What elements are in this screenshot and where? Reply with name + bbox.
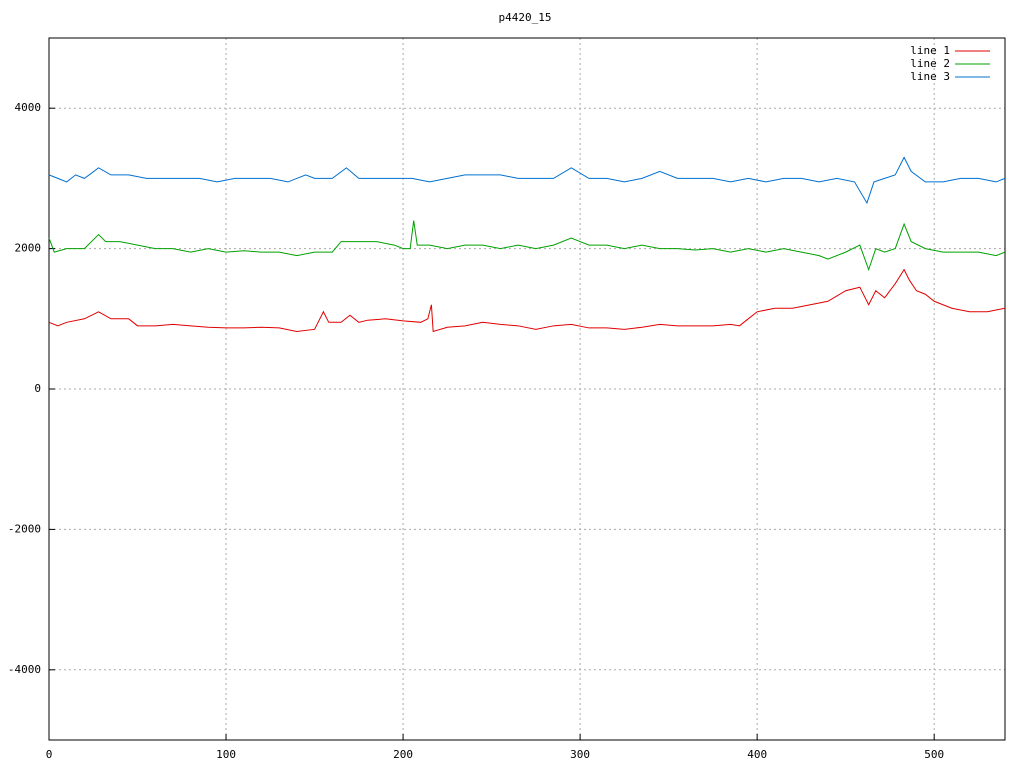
y-tick-label: 2000 xyxy=(15,242,42,255)
x-tick-label: 500 xyxy=(924,748,944,761)
legend-label: line 2 xyxy=(910,57,950,70)
x-tick-label: 400 xyxy=(747,748,767,761)
legend-label: line 3 xyxy=(910,70,950,83)
x-tick-label: 200 xyxy=(393,748,413,761)
series-line xyxy=(48,220,1006,272)
plot-border xyxy=(48,37,1006,741)
y-tick-label: -2000 xyxy=(8,522,41,535)
chart-title: p4420_15 xyxy=(499,11,552,24)
x-tick-label: 0 xyxy=(46,748,53,761)
y-tick-label: -4000 xyxy=(8,663,41,676)
series-line xyxy=(48,156,1006,205)
x-tick-label: 300 xyxy=(570,748,590,761)
legend-label: line 1 xyxy=(910,44,950,57)
y-tick-label: 0 xyxy=(34,382,41,395)
series-line xyxy=(48,268,1006,333)
y-tick-label: 4000 xyxy=(15,101,42,114)
x-tick-label: 100 xyxy=(216,748,236,761)
